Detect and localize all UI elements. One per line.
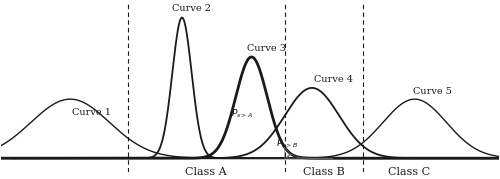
Text: Curve 2: Curve 2 bbox=[172, 4, 210, 13]
Text: Class A: Class A bbox=[186, 167, 227, 177]
Text: Curve 5: Curve 5 bbox=[414, 87, 453, 96]
Text: Curve 4: Curve 4 bbox=[314, 75, 352, 84]
Text: $P_{s>A}$: $P_{s>A}$ bbox=[232, 108, 254, 120]
Text: Class B: Class B bbox=[303, 167, 345, 177]
Text: Curve 1: Curve 1 bbox=[72, 108, 111, 117]
Text: $P_{s>B}$: $P_{s>B}$ bbox=[276, 138, 298, 151]
Text: Curve 3: Curve 3 bbox=[247, 44, 286, 53]
Text: Class C: Class C bbox=[388, 167, 430, 177]
